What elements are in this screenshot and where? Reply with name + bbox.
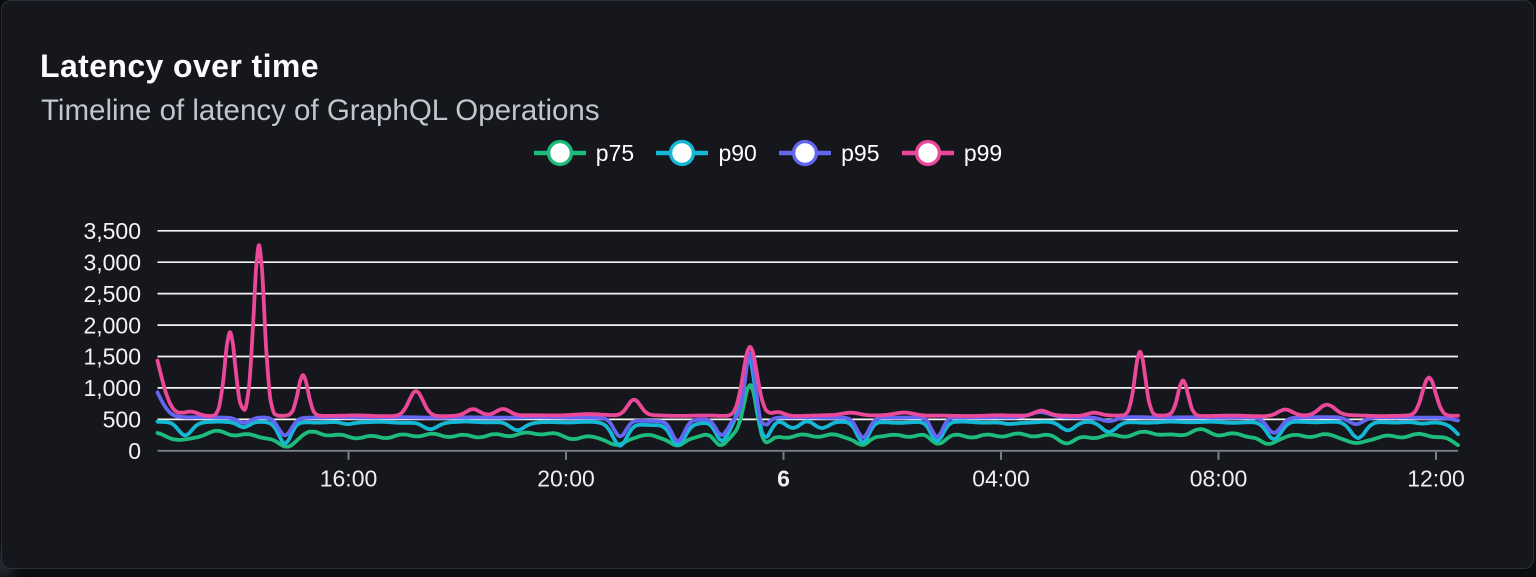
svg-text:6: 6	[777, 466, 790, 492]
svg-text:3,000: 3,000	[83, 249, 141, 275]
svg-text:20:00: 20:00	[537, 466, 595, 492]
svg-text:16:00: 16:00	[320, 466, 378, 492]
svg-text:2,000: 2,000	[83, 312, 141, 338]
svg-text:0: 0	[128, 438, 141, 464]
svg-text:3,500: 3,500	[83, 218, 141, 244]
svg-text:1,000: 1,000	[83, 375, 141, 401]
svg-text:04:00: 04:00	[972, 466, 1030, 492]
svg-text:12:00: 12:00	[1407, 466, 1465, 492]
svg-text:500: 500	[103, 407, 141, 433]
svg-text:1,500: 1,500	[83, 344, 141, 370]
svg-text:08:00: 08:00	[1190, 466, 1248, 492]
svg-text:2,500: 2,500	[83, 281, 141, 307]
